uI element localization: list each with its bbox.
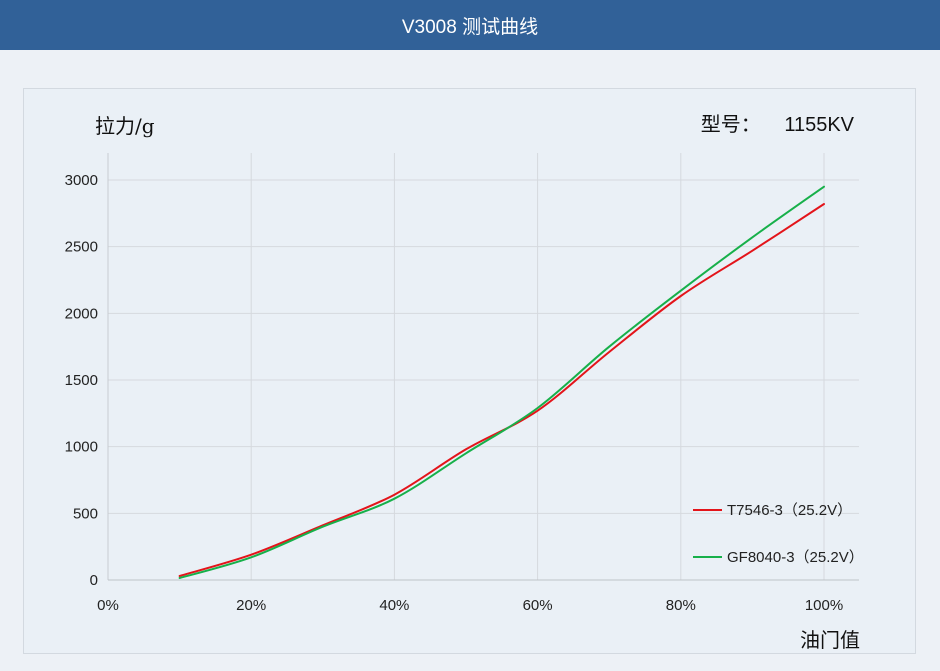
y-tick-label: 0 <box>90 572 98 589</box>
model-info: 型号： 1155KV <box>701 108 854 137</box>
y-axis-label: 拉力/g <box>95 114 155 138</box>
y-tick-label: 1000 <box>65 439 98 456</box>
y-tick-label: 2500 <box>65 239 98 256</box>
chart-title: V3008 测试曲线 <box>401 16 539 38</box>
x-tick-label: 20% <box>236 597 266 614</box>
series-line-gf8040 <box>178 185 825 579</box>
x-tick-label: 60% <box>523 597 553 614</box>
chart-panel <box>23 88 916 654</box>
x-tick-label: 40% <box>379 597 409 614</box>
legend: T7546-3（25.2V） GF8040-3（25.2V） <box>693 502 864 566</box>
x-tick-label: 100% <box>805 597 843 614</box>
y-tick-label: 3000 <box>65 172 98 189</box>
legend-label: T7546-3（25.2V） <box>727 502 852 519</box>
series-line-t7546 <box>178 203 825 577</box>
x-axis-label: 油门值 <box>800 628 860 652</box>
axes <box>107 153 859 581</box>
tick-labels: 0 500 1000 1500 2000 2500 3000 0% 20% 40% 60% 80% 10… <box>65 172 844 614</box>
y-tick-label: 1500 <box>65 372 98 389</box>
grid-lines <box>108 153 859 580</box>
chart-header: V3008 测试曲线 <box>0 0 940 50</box>
x-tick-label: 80% <box>666 597 696 614</box>
model-value: 1155KV <box>784 114 854 136</box>
x-tick-label: 0% <box>97 597 119 614</box>
model-label: 型号： <box>700 112 761 136</box>
y-tick-label: 2000 <box>65 305 98 322</box>
legend-label: GF8040-3（25.2V） <box>727 549 864 566</box>
y-tick-label: 500 <box>73 505 98 522</box>
series-lines <box>178 185 825 579</box>
